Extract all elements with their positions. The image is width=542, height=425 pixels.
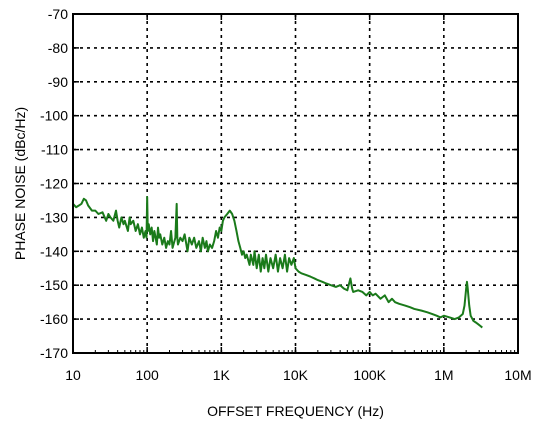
x-tick-label: 10K — [283, 367, 309, 383]
y-tick-label: -160 — [40, 311, 68, 327]
x-tick-labels: 10 100 1K 10K 100K 1M 10M — [65, 367, 531, 383]
y-tick-label: -90 — [48, 74, 68, 90]
phase-noise-line — [72, 196, 483, 329]
plot-frame — [72, 13, 519, 354]
y-tick-label: -150 — [40, 277, 68, 293]
y-tick-labels: -70 -80 -90 -100 -110 -120 -130 -140 -150 -160 -17… — [40, 6, 68, 361]
x-tick-label: 1K — [213, 367, 231, 383]
x-axis-title: OFFSET FREQUENCY (Hz) — [207, 403, 384, 419]
y-tick-label: -80 — [48, 40, 68, 56]
grid-lines — [73, 14, 518, 353]
x-tick-label: 100K — [353, 367, 386, 383]
y-tick-label: -100 — [40, 108, 68, 124]
y-tick-label: -140 — [40, 243, 68, 259]
y-tick-label: -110 — [41, 142, 68, 158]
x-tick-label: 1M — [434, 367, 453, 383]
x-tick-label: 10M — [504, 367, 531, 383]
y-tick-label: -170 — [40, 345, 68, 361]
y-tick-label: -120 — [40, 176, 68, 192]
x-tick-label: 100 — [135, 367, 159, 383]
series-group — [72, 196, 483, 329]
x-tick-label: 10 — [65, 367, 81, 383]
y-tick-label: -130 — [40, 209, 68, 225]
y-tick-label: -70 — [48, 6, 68, 22]
y-axis-title: PHASE NOISE (dBc/Hz) — [12, 107, 28, 260]
